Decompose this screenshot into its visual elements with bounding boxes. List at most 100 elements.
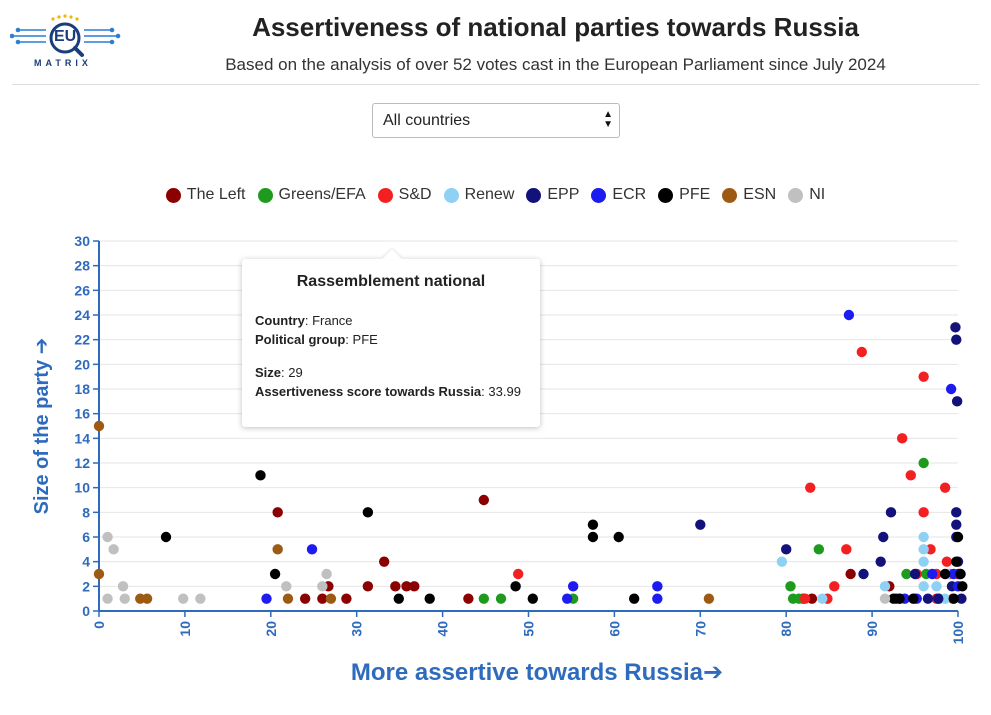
point-renew[interactable] [918, 531, 929, 543]
point-epp[interactable] [933, 593, 944, 604]
point-pfe[interactable] [255, 470, 266, 481]
point-renew[interactable] [817, 593, 828, 604]
point-greens-efa[interactable] [785, 581, 796, 592]
point-greens-efa[interactable] [918, 457, 929, 469]
point-s-d[interactable] [896, 433, 908, 444]
point-greens-efa[interactable] [901, 568, 912, 580]
legend-item-esn[interactable]: ESN [722, 186, 776, 204]
point-ecr[interactable] [945, 383, 957, 395]
point-ecr[interactable] [652, 593, 663, 604]
point-the-left[interactable] [341, 593, 352, 604]
point-pfe[interactable] [393, 593, 404, 604]
point-pfe[interactable] [424, 593, 435, 604]
point-pfe[interactable] [948, 593, 959, 604]
legend-item-s-d[interactable]: S&D [377, 186, 432, 204]
point-pfe[interactable] [587, 531, 599, 543]
point-ecr[interactable] [261, 593, 272, 604]
point-the-left[interactable] [463, 593, 474, 604]
legend-item-epp[interactable]: EPP [526, 186, 579, 204]
point-esn[interactable] [272, 544, 283, 555]
point-s-d[interactable] [841, 544, 852, 555]
point-epp[interactable] [951, 334, 962, 345]
point-pfe[interactable] [939, 568, 951, 580]
point-epp[interactable] [858, 568, 869, 580]
point-the-left[interactable] [272, 507, 283, 518]
point-epp[interactable] [922, 593, 934, 604]
country-select[interactable]: All countries ▲ ▼ [372, 103, 620, 138]
point-pfe[interactable] [952, 531, 964, 543]
point-the-left[interactable] [317, 593, 328, 604]
legend-item-pfe[interactable]: PFE [658, 186, 710, 204]
point-the-left[interactable] [409, 581, 420, 592]
legend-item-greens-efa[interactable]: Greens/EFA [257, 186, 366, 204]
point-ecr[interactable] [306, 544, 318, 555]
point-greens-efa[interactable] [495, 593, 507, 604]
point-ni[interactable] [281, 581, 292, 592]
point-renew[interactable] [918, 581, 929, 592]
legend-item-ecr[interactable]: ECR [591, 186, 646, 204]
point-renew[interactable] [918, 544, 929, 555]
point-epp[interactable] [885, 507, 897, 518]
point-s-d[interactable] [829, 581, 840, 592]
point-pfe[interactable] [527, 593, 538, 604]
legend-item-ni[interactable]: NI [788, 186, 825, 204]
point-ni[interactable] [195, 593, 206, 604]
point-s-d[interactable] [905, 470, 916, 481]
point-pfe[interactable] [362, 507, 374, 518]
point-esn[interactable] [703, 593, 715, 604]
point-the-left[interactable] [390, 581, 401, 592]
point-ecr[interactable] [652, 581, 663, 592]
point-the-left[interactable] [299, 593, 311, 604]
point-the-left[interactable] [378, 556, 390, 567]
point-epp[interactable] [951, 396, 963, 407]
point-esn[interactable] [325, 593, 337, 604]
point-pfe[interactable] [951, 556, 962, 567]
point-ni[interactable] [119, 593, 130, 604]
point-s-d[interactable] [805, 482, 816, 493]
point-pfe[interactable] [628, 593, 640, 604]
point-the-left[interactable] [845, 568, 856, 580]
legend-item-the-left[interactable]: The Left [165, 186, 246, 204]
point-ni[interactable] [879, 593, 891, 604]
point-pfe[interactable] [160, 531, 172, 543]
point-esn[interactable] [93, 420, 105, 432]
point-epp[interactable] [951, 519, 962, 530]
point-ni[interactable] [177, 593, 189, 604]
point-renew[interactable] [918, 556, 929, 567]
point-ni[interactable] [317, 581, 328, 592]
point-renew[interactable] [879, 581, 891, 592]
point-esn[interactable] [93, 568, 105, 580]
point-s-d[interactable] [918, 507, 929, 518]
point-ni[interactable] [117, 581, 129, 592]
point-pfe[interactable] [613, 531, 624, 543]
point-epp[interactable] [956, 593, 967, 604]
point-renew[interactable] [931, 581, 942, 592]
point-pfe[interactable] [269, 568, 281, 580]
point-ni[interactable] [108, 544, 119, 555]
point-renew[interactable] [776, 556, 788, 567]
point-greens-efa[interactable] [478, 593, 490, 604]
point-the-left[interactable] [401, 581, 412, 592]
point-ecr[interactable] [843, 309, 855, 321]
point-epp[interactable] [878, 531, 889, 543]
point-ni[interactable] [321, 568, 332, 580]
point-the-left[interactable] [362, 581, 374, 592]
point-s-d[interactable] [856, 346, 867, 358]
point-the-left[interactable] [478, 494, 490, 506]
point-esn[interactable] [282, 593, 294, 604]
point-s-d[interactable] [941, 556, 953, 567]
point-s-d[interactable] [799, 593, 811, 604]
point-pfe[interactable] [957, 581, 968, 592]
point-s-d[interactable] [939, 482, 951, 493]
point-esn[interactable] [141, 593, 153, 604]
point-greens-efa[interactable] [813, 544, 825, 555]
point-epp[interactable] [909, 568, 921, 580]
point-ecr[interactable] [927, 568, 938, 580]
point-epp[interactable] [781, 544, 792, 555]
point-pfe[interactable] [894, 593, 905, 604]
point-epp[interactable] [950, 322, 961, 333]
legend-item-renew[interactable]: Renew [443, 186, 514, 204]
point-pfe[interactable] [955, 568, 966, 580]
point-epp[interactable] [875, 556, 886, 567]
point-s-d[interactable] [512, 568, 524, 580]
